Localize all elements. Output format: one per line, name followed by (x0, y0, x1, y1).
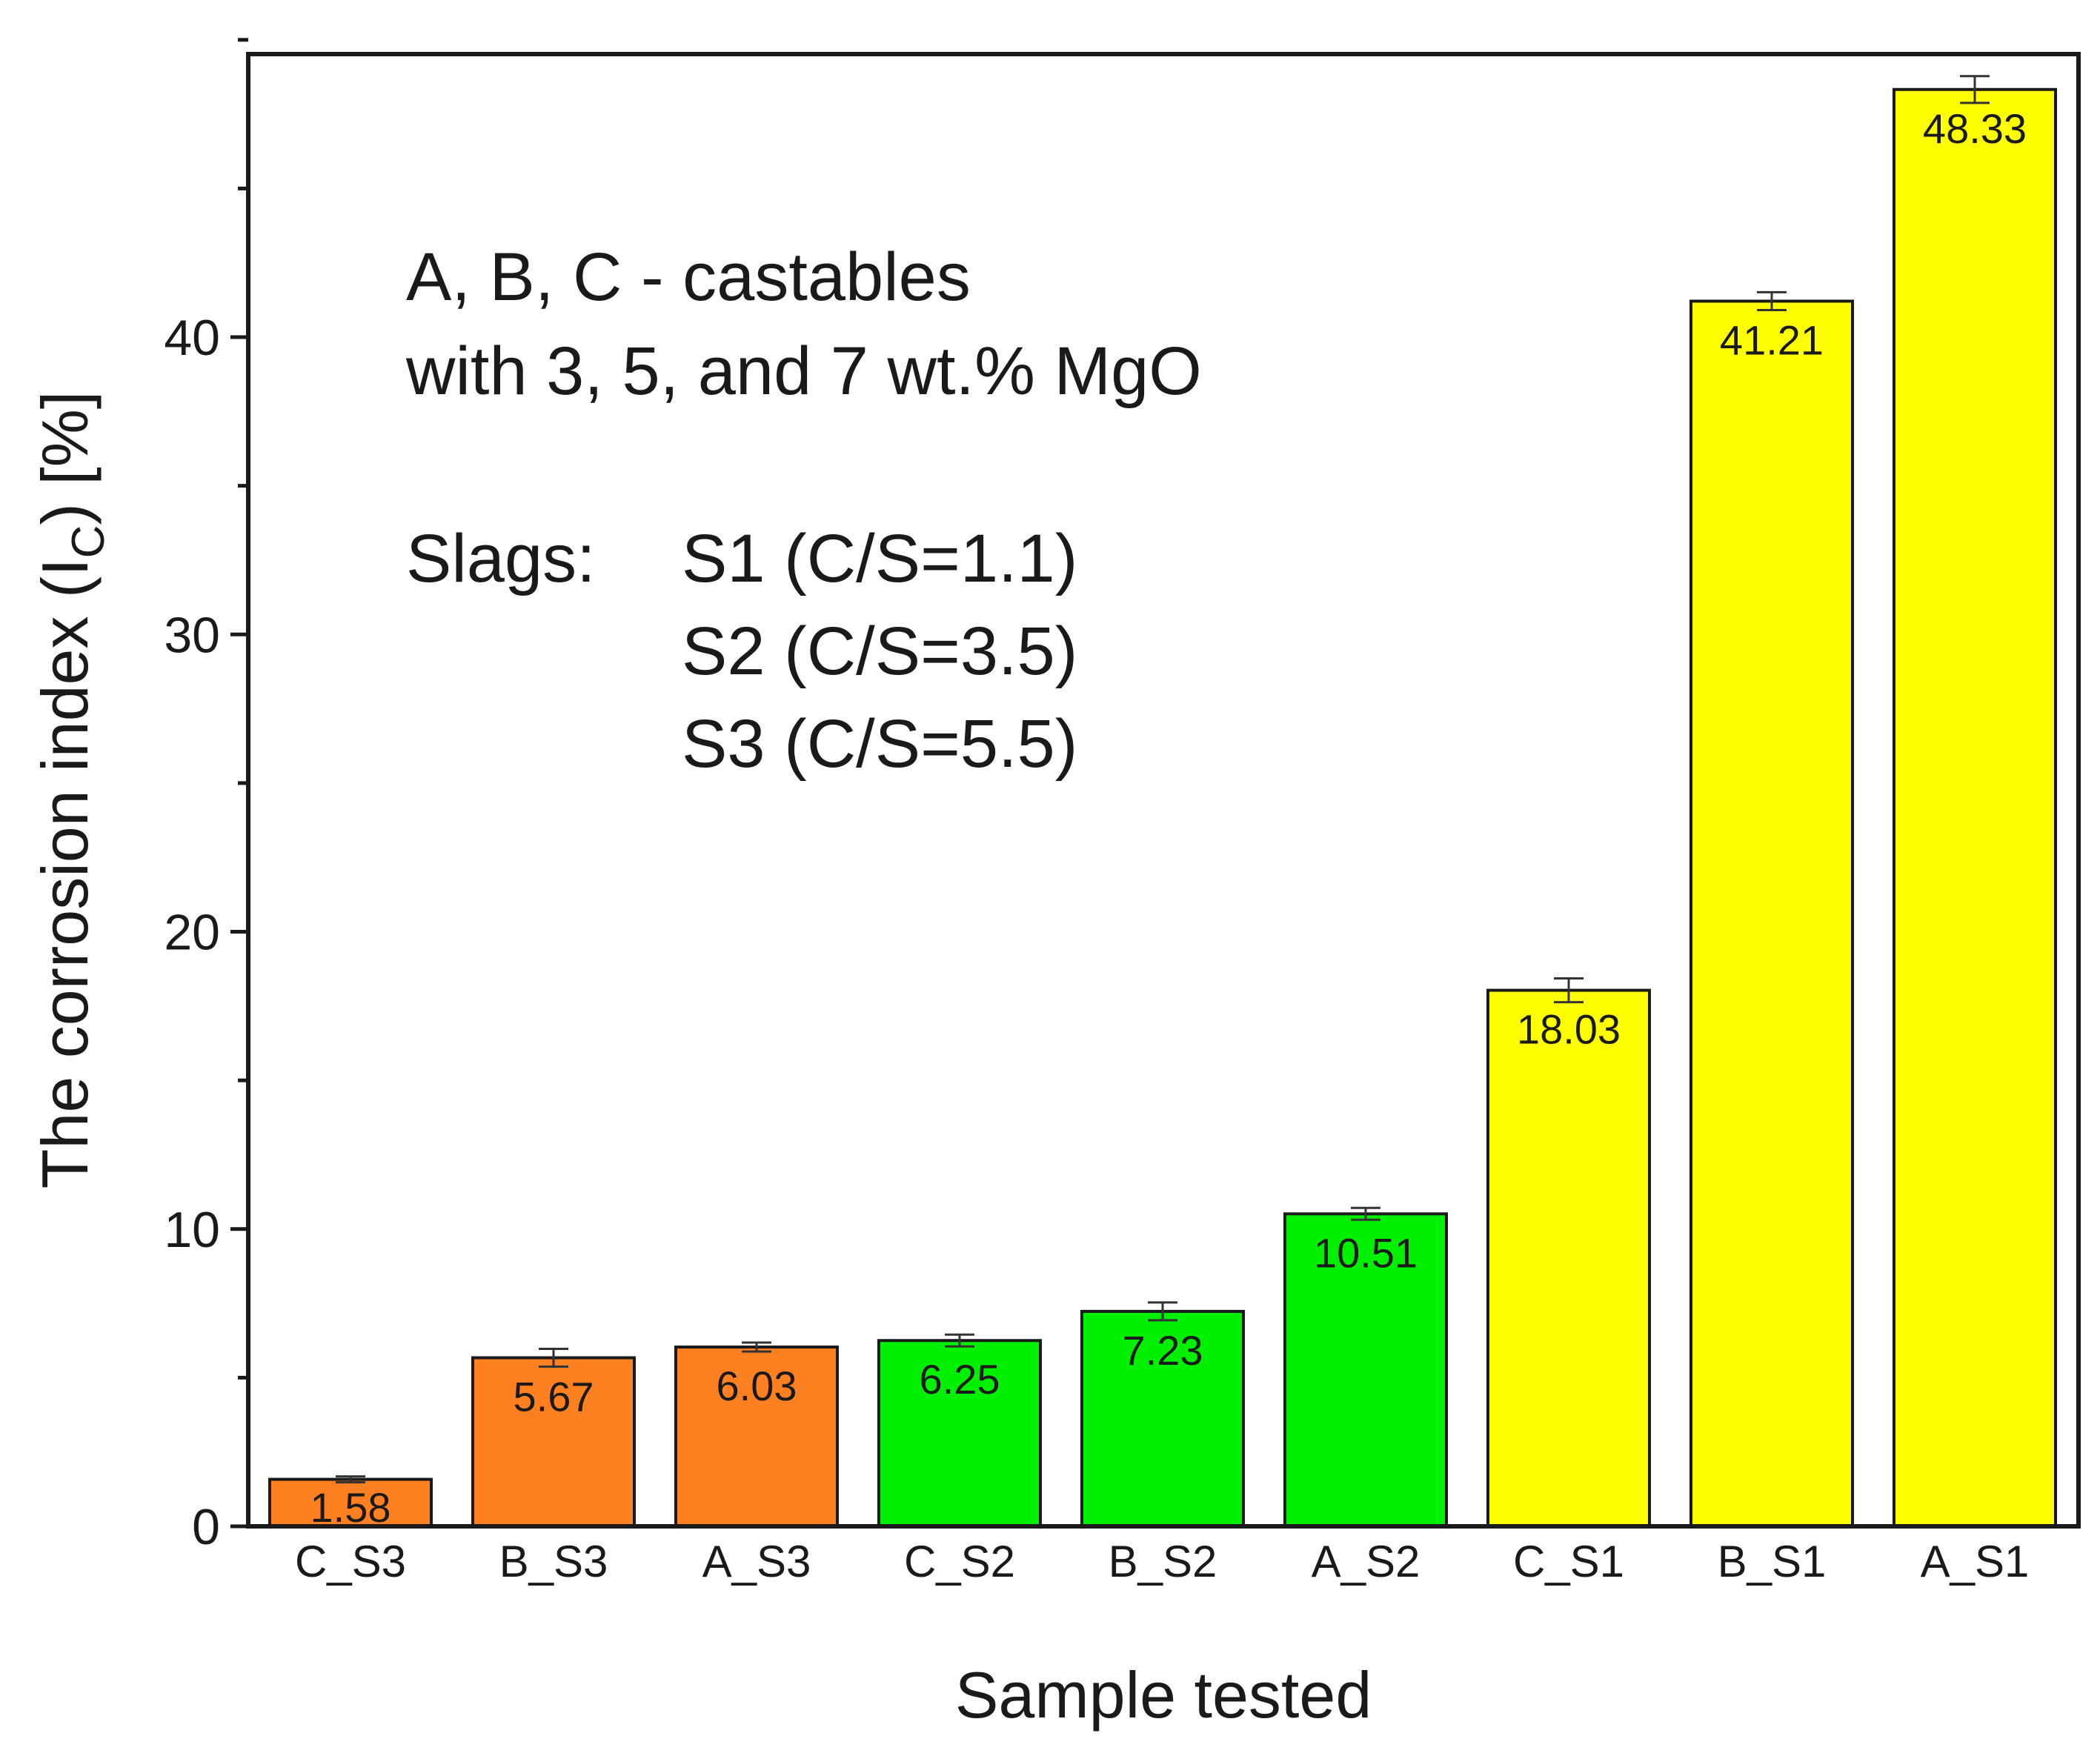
y-tick-label: 40 (164, 310, 220, 366)
bar-value-label: 1.58 (310, 1484, 391, 1531)
y-tick-label: 10 (164, 1202, 220, 1258)
x-category-label: A_S1 (1921, 1537, 2030, 1586)
annotation-line-1: A, B, C - castables (406, 239, 971, 315)
x-category-label: B_S1 (1718, 1537, 1827, 1586)
annotation-line-2: with 3, 5, and 7 wt.% MgO (405, 333, 1202, 409)
error-bar (1960, 75, 1990, 104)
bar-c-s1 (1486, 988, 1651, 1528)
bar-value-label: 6.03 (717, 1363, 797, 1409)
y-tick-label: 30 (164, 607, 220, 663)
error-bar (539, 1347, 568, 1368)
slag-s2: S2 (C/S=3.5) (682, 613, 1077, 689)
x-category-label: C_S3 (295, 1537, 406, 1586)
x-category-label: C_S1 (1513, 1537, 1624, 1586)
y-axis: 0 10 20 30 40 (164, 38, 248, 1555)
slags-label: Slags: (406, 521, 596, 596)
bar-a-s3 (674, 1346, 839, 1529)
bar-a-s2 (1283, 1212, 1448, 1528)
bar-value-label: 18.03 (1517, 1006, 1621, 1053)
x-category-label: B_S3 (499, 1537, 608, 1586)
bar-value-label: 6.25 (920, 1356, 1000, 1403)
plot-frame (246, 52, 2081, 1529)
error-bar (1351, 1206, 1380, 1221)
annotation-box: A, B, C - castables with 3, 5, and 7 wt.… (405, 239, 1202, 782)
bar-value-label: 7.23 (1123, 1327, 1203, 1374)
error-bar (945, 1333, 974, 1348)
error-bar (336, 1475, 365, 1484)
x-axis-title: Sample tested (955, 1658, 1372, 1732)
x-category-label: B_S2 (1109, 1537, 1217, 1586)
bars-group: 1.58 5.67 6.03 6.25 7.23 10.51 18.03 41.21 48.33 (268, 75, 2057, 1531)
slag-s1: S1 (C/S=1.1) (682, 521, 1077, 596)
x-axis: C_S3 B_S3 A_S3 C_S2 B_S2 A_S2 C_S1 B_S1 A_S1 (295, 1537, 2029, 1586)
bar-c-s3 (268, 1477, 433, 1529)
bar-value-label: 41.21 (1720, 316, 1824, 363)
error-bar (742, 1341, 771, 1353)
y-axis-title: The corrosion index (IC) [%] (28, 391, 114, 1189)
error-bar (1757, 290, 1787, 311)
x-category-label: C_S2 (904, 1537, 1015, 1586)
bar-b-s1 (1689, 299, 1854, 1529)
bar-b-s3 (471, 1356, 636, 1528)
slag-s3: S3 (C/S=5.5) (682, 706, 1077, 782)
error-bar (1554, 977, 1584, 1004)
bar-value-label: 5.67 (514, 1373, 594, 1420)
bar-a-s1 (1893, 87, 2057, 1528)
x-category-label: A_S2 (1312, 1537, 1421, 1586)
y-tick-label: 0 (192, 1499, 220, 1555)
y-tick-label: 20 (164, 905, 220, 961)
error-bar (1148, 1301, 1177, 1322)
bar-value-label: 48.33 (1923, 105, 2027, 152)
bar-value-label: 10.51 (1314, 1229, 1418, 1276)
x-category-label: A_S3 (702, 1537, 811, 1586)
